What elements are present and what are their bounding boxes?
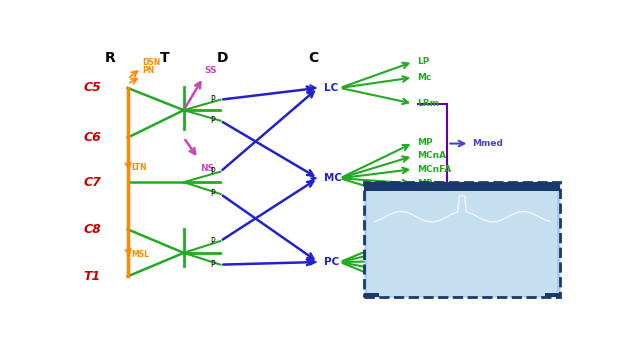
Text: C7: C7 (84, 176, 101, 189)
Text: C5: C5 (84, 81, 101, 95)
Text: MCnFA: MCnFA (417, 165, 451, 174)
Text: P: P (210, 95, 215, 104)
Text: LC: LC (324, 83, 338, 93)
Text: C6: C6 (84, 131, 101, 144)
Text: D: D (217, 51, 229, 65)
Text: MSL: MSL (132, 250, 149, 259)
Text: Mmed: Mmed (472, 139, 503, 148)
Text: MCnA: MCnA (417, 152, 446, 160)
Text: UN: UN (417, 227, 432, 236)
Bar (364, 182, 559, 298)
Text: C8: C8 (84, 223, 101, 236)
Text: LP: LP (417, 57, 430, 66)
Text: C: C (308, 51, 318, 65)
Text: MP: MP (417, 138, 433, 148)
Text: P: P (210, 237, 215, 245)
Text: PC: PC (324, 257, 339, 267)
Text: Mc: Mc (417, 73, 432, 82)
Text: Ax.N: Ax.N (417, 288, 441, 296)
Text: LTN: LTN (132, 164, 147, 172)
Text: MC: MC (324, 173, 342, 183)
Bar (545, 293, 559, 298)
Text: NS: NS (200, 164, 214, 173)
Text: R: R (105, 51, 116, 65)
Text: P: P (210, 116, 215, 125)
Text: LN: LN (417, 240, 430, 250)
Text: MRm: MRm (417, 179, 442, 188)
Text: LRm: LRm (417, 99, 439, 108)
Text: Ul.N: Ul.N (417, 196, 438, 205)
Text: RN: RN (417, 272, 432, 281)
Bar (364, 182, 559, 191)
Text: TDN: TDN (417, 256, 438, 265)
Text: PN: PN (142, 66, 154, 75)
Text: P: P (210, 260, 215, 269)
Bar (367, 184, 558, 296)
Text: SS: SS (205, 66, 217, 75)
Text: T: T (159, 51, 169, 65)
Text: P: P (210, 189, 215, 199)
Text: P: P (210, 167, 215, 176)
Text: DSN: DSN (142, 58, 161, 67)
Text: T1: T1 (84, 270, 101, 283)
Bar (364, 293, 379, 298)
